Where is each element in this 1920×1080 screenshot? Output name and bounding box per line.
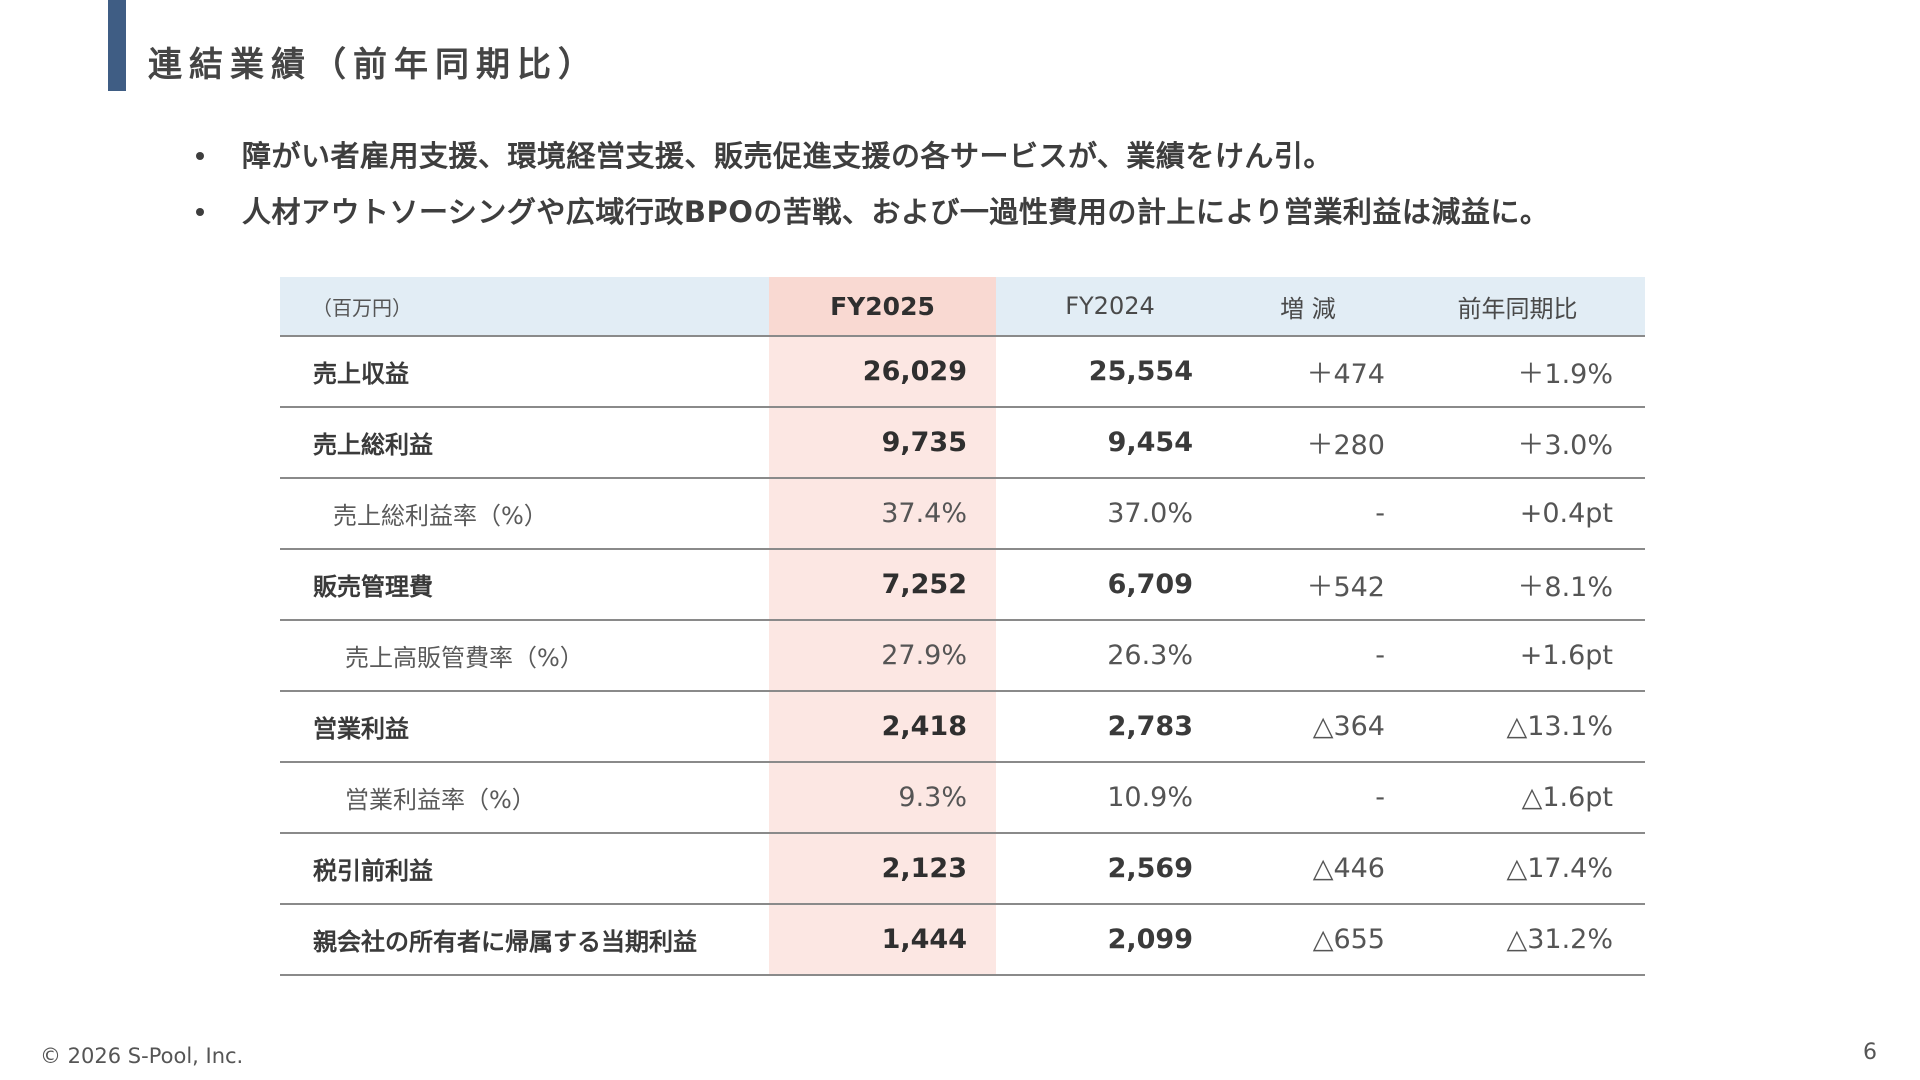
cell-fy2025: 37.4% — [769, 478, 996, 550]
bullet-item: 人材アウトソーシングや広域行政BPOの苦戦、および一過性費用の計上により営業利益… — [190, 184, 1549, 240]
cell-diff: - — [1224, 478, 1414, 550]
header-diff: 増 減 — [1224, 277, 1414, 337]
cell-yoy: △31.2% — [1414, 904, 1645, 976]
table-row: 売上高販管費率（%） 27.9% 26.3% - +1.6pt — [280, 620, 1645, 692]
cell-fy2024: 9,454 — [996, 407, 1224, 479]
row-label: 営業利益 — [280, 691, 769, 763]
cell-yoy: △13.1% — [1414, 691, 1645, 763]
bullet-dot-icon — [196, 208, 204, 216]
bullet-item: 障がい者雇用支援、環境経営支援、販売促進支援の各サービスが、業績をけん引。 — [190, 128, 1549, 184]
table-row: 売上収益 26,029 25,554 ＋474 ＋1.9% — [280, 336, 1645, 408]
cell-yoy: △1.6pt — [1414, 762, 1645, 834]
summary-bullets: 障がい者雇用支援、環境経営支援、販売促進支援の各サービスが、業績をけん引。 人材… — [190, 128, 1549, 240]
cell-yoy: ＋3.0% — [1414, 407, 1645, 479]
row-label: 販売管理費 — [280, 549, 769, 621]
header-fy2024: FY2024 — [996, 277, 1224, 337]
cell-fy2025: 9,735 — [769, 407, 996, 479]
page-number: 6 — [1863, 1040, 1877, 1065]
cell-yoy: ＋1.9% — [1414, 336, 1645, 408]
bullet-dot-icon — [196, 152, 204, 160]
cell-fy2024: 10.9% — [996, 762, 1224, 834]
cell-diff: ＋542 — [1224, 549, 1414, 621]
cell-yoy: ＋8.1% — [1414, 549, 1645, 621]
cell-fy2025: 27.9% — [769, 620, 996, 692]
table-row: 営業利益 2,418 2,783 △364 △13.1% — [280, 691, 1645, 763]
table-row: 売上総利益率（%） 37.4% 37.0% - +0.4pt — [280, 478, 1645, 550]
cell-fy2024: 6,709 — [996, 549, 1224, 621]
cell-fy2024: 26.3% — [996, 620, 1224, 692]
table-row: 営業利益率（%） 9.3% 10.9% - △1.6pt — [280, 762, 1645, 834]
bullet-text: 人材アウトソーシングや広域行政BPOの苦戦、および一過性費用の計上により営業利益… — [242, 195, 1550, 229]
cell-fy2024: 2,099 — [996, 904, 1224, 976]
cell-diff: ＋474 — [1224, 336, 1414, 408]
consolidated-results-table: （百万円） FY2025 FY2024 増 減 前年同期比 売上収益 26,02… — [280, 277, 1645, 976]
row-label: 売上総利益 — [280, 407, 769, 479]
row-label: 営業利益率（%） — [280, 762, 769, 834]
cell-yoy: +0.4pt — [1414, 478, 1645, 550]
header-unit: （百万円） — [280, 277, 769, 337]
page-title: 連結業績（前年同期比） — [148, 45, 599, 85]
cell-fy2024: 25,554 — [996, 336, 1224, 408]
cell-fy2025: 7,252 — [769, 549, 996, 621]
cell-diff: △655 — [1224, 904, 1414, 976]
cell-fy2025: 1,444 — [769, 904, 996, 976]
cell-fy2024: 2,783 — [996, 691, 1224, 763]
header-yoy: 前年同期比 — [1414, 277, 1645, 337]
table-row: 販売管理費 7,252 6,709 ＋542 ＋8.1% — [280, 549, 1645, 621]
table-header-row: （百万円） FY2025 FY2024 増 減 前年同期比 — [280, 277, 1645, 337]
cell-fy2024: 2,569 — [996, 833, 1224, 905]
row-label: 売上高販管費率（%） — [280, 620, 769, 692]
table-row: 税引前利益 2,123 2,569 △446 △17.4% — [280, 833, 1645, 905]
cell-fy2025: 2,123 — [769, 833, 996, 905]
header-fy2025: FY2025 — [769, 277, 996, 337]
cell-yoy: △17.4% — [1414, 833, 1645, 905]
table-row: 売上総利益 9,735 9,454 ＋280 ＋3.0% — [280, 407, 1645, 479]
cell-diff: △364 — [1224, 691, 1414, 763]
row-label: 親会社の所有者に帰属する当期利益 — [280, 904, 769, 976]
table-row: 親会社の所有者に帰属する当期利益 1,444 2,099 △655 △31.2% — [280, 904, 1645, 976]
row-label: 売上総利益率（%） — [280, 478, 769, 550]
title-accent-bar — [108, 0, 126, 91]
cell-fy2025: 26,029 — [769, 336, 996, 408]
cell-diff: ＋280 — [1224, 407, 1414, 479]
row-label: 税引前利益 — [280, 833, 769, 905]
cell-yoy: +1.6pt — [1414, 620, 1645, 692]
bullet-text: 障がい者雇用支援、環境経営支援、販売促進支援の各サービスが、業績をけん引。 — [242, 139, 1333, 173]
cell-diff: - — [1224, 762, 1414, 834]
cell-fy2025: 2,418 — [769, 691, 996, 763]
copyright-footer: © 2026 S-Pool, Inc. — [40, 1044, 244, 1068]
cell-diff: △446 — [1224, 833, 1414, 905]
cell-diff: - — [1224, 620, 1414, 692]
cell-fy2025: 9.3% — [769, 762, 996, 834]
cell-fy2024: 37.0% — [996, 478, 1224, 550]
row-label: 売上収益 — [280, 336, 769, 408]
